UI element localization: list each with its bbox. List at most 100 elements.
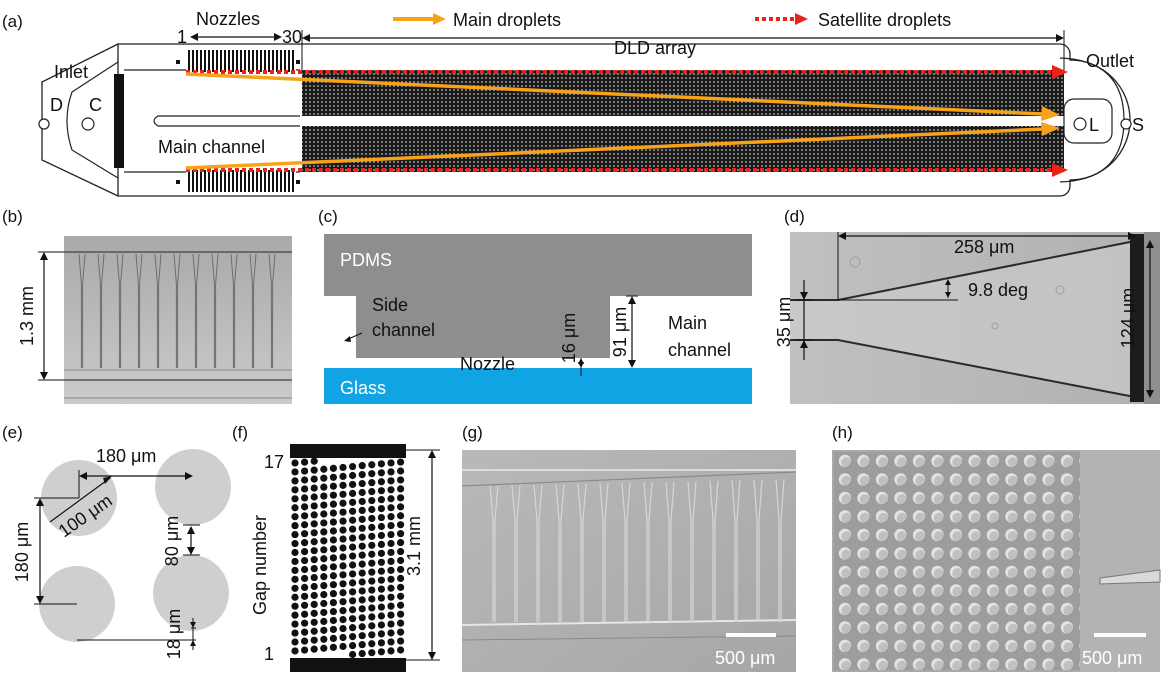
dld-span-arrow-left bbox=[302, 34, 310, 42]
pillar bbox=[368, 550, 376, 558]
pillar bbox=[349, 570, 357, 578]
pillar bbox=[397, 592, 405, 600]
pillar bbox=[397, 556, 405, 565]
panel-c: (c) PDMS Side channel Nozzle Glass 16 μm… bbox=[318, 207, 752, 404]
port-c bbox=[81, 117, 95, 131]
panel-b-nozzle bbox=[192, 253, 200, 368]
shift-label: 18 μm bbox=[164, 609, 184, 659]
pillar bbox=[339, 633, 347, 642]
pillar bbox=[397, 503, 405, 511]
pitch-x-label: 180 μm bbox=[96, 446, 156, 466]
angle-dim-arrow-top bbox=[945, 279, 951, 285]
pillar bbox=[291, 531, 299, 539]
pillar bbox=[397, 485, 405, 493]
main-channel-label-2: channel bbox=[668, 340, 731, 360]
pillar bbox=[387, 522, 395, 530]
panel-g-label: (g) bbox=[462, 423, 483, 442]
depth-large-arrow-bottom bbox=[628, 360, 636, 368]
pillar bbox=[377, 621, 385, 629]
nozzles-label: Nozzles bbox=[196, 9, 260, 29]
panel-h-label: (h) bbox=[832, 423, 853, 442]
pillar bbox=[291, 638, 299, 646]
pillar bbox=[368, 586, 376, 594]
inlet-outline-inner bbox=[66, 61, 119, 179]
port-d bbox=[38, 118, 50, 130]
pillar bbox=[349, 606, 357, 614]
panel-g-nozzle bbox=[511, 485, 521, 622]
pillar bbox=[339, 580, 347, 588]
inlet-width-arrow-bottom bbox=[800, 340, 808, 348]
pillar bbox=[358, 587, 366, 595]
pillar bbox=[377, 460, 385, 468]
main-channel-label: Main channel bbox=[158, 137, 265, 157]
main-channel-floor bbox=[1080, 450, 1160, 672]
debris-2 bbox=[991, 322, 999, 330]
pillar bbox=[301, 494, 309, 502]
pitch-y-arrow-top bbox=[36, 498, 44, 506]
pillar bbox=[397, 476, 405, 484]
inlet-label: Inlet bbox=[54, 62, 88, 82]
panel-f-label: (f) bbox=[232, 423, 248, 442]
pillar bbox=[291, 459, 299, 467]
glass-layer bbox=[324, 368, 752, 404]
pillar bbox=[310, 466, 318, 474]
pillar-top-right bbox=[155, 449, 231, 525]
inlet-filter bbox=[114, 74, 124, 168]
outlet-width-arrow-top bbox=[1146, 240, 1154, 248]
pillar bbox=[349, 471, 357, 480]
pillar bbox=[387, 513, 395, 521]
nozzle-array-bottom bbox=[186, 170, 296, 192]
pillar bbox=[301, 512, 309, 520]
pillar bbox=[358, 471, 366, 479]
pillar bbox=[339, 624, 347, 633]
pillar bbox=[397, 458, 405, 466]
pitch-x-arrow-left bbox=[79, 472, 87, 480]
pillar bbox=[301, 574, 309, 583]
pillar bbox=[387, 611, 395, 619]
panel-b-nozzles bbox=[78, 253, 276, 368]
pillar bbox=[358, 650, 366, 658]
pillar bbox=[301, 628, 309, 636]
pillar bbox=[339, 562, 347, 570]
pitch-y-arrow-bottom bbox=[36, 596, 44, 604]
pillar bbox=[368, 613, 376, 621]
pillar bbox=[339, 571, 347, 579]
outlet-width-label: 124 μm bbox=[1118, 288, 1138, 348]
pillar bbox=[291, 557, 299, 566]
pillar bbox=[377, 594, 385, 602]
panel-b-nozzle bbox=[135, 253, 143, 368]
depth-small-label: 16 μm bbox=[559, 313, 579, 363]
pillar bbox=[310, 591, 318, 600]
pillar bbox=[329, 590, 337, 598]
pillar bbox=[310, 600, 318, 609]
pillar bbox=[387, 647, 395, 655]
pillar bbox=[397, 628, 405, 636]
pillar bbox=[377, 639, 385, 647]
pillar bbox=[339, 553, 347, 561]
main-arrowhead-top bbox=[1041, 106, 1060, 121]
outlet-label: Outlet bbox=[1086, 51, 1134, 71]
pillar bbox=[368, 488, 376, 496]
pillar bbox=[301, 521, 309, 529]
pillar bbox=[329, 509, 337, 517]
panel-b-nozzle bbox=[211, 253, 219, 368]
pillar bbox=[397, 619, 405, 627]
pillar bbox=[310, 618, 318, 626]
pillar bbox=[329, 473, 337, 481]
pillar bbox=[349, 543, 357, 551]
pillar bbox=[387, 548, 395, 557]
pillar bbox=[301, 539, 309, 547]
pillar bbox=[310, 565, 318, 573]
pillar bbox=[377, 540, 385, 549]
pillar bbox=[301, 467, 309, 475]
pillar bbox=[397, 467, 405, 475]
panel-g-nozzle bbox=[577, 483, 587, 622]
legend-main-text: Main droplets bbox=[453, 10, 561, 30]
pillar bbox=[349, 489, 357, 497]
pillar bbox=[377, 478, 385, 486]
main-channel-region bbox=[1144, 232, 1160, 404]
nozzle-last-label: 30 bbox=[282, 27, 302, 47]
pillar bbox=[310, 627, 318, 635]
pillar bbox=[358, 632, 366, 640]
length-dim-arrow-left bbox=[838, 232, 846, 240]
